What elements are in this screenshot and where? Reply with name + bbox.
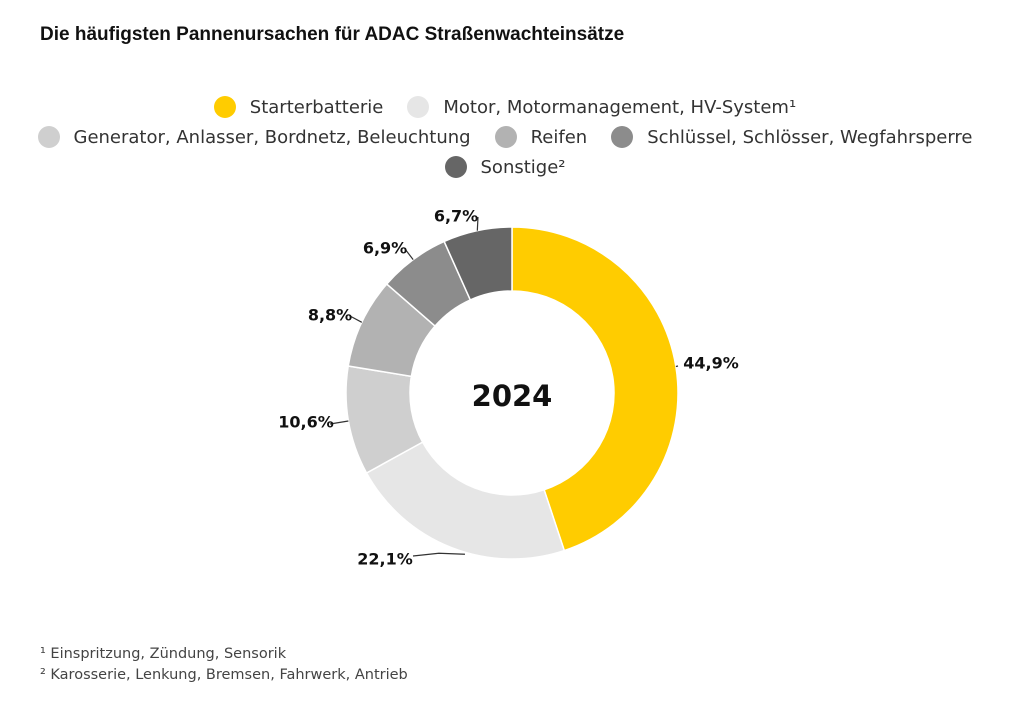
label-leader-lines: [329, 216, 679, 557]
leader-line-starterbatterie: [675, 365, 679, 368]
chart-legend: Starterbatterie Motor, Motormanagement, …: [0, 92, 1010, 182]
legend-swatch-sonstige: [444, 156, 467, 178]
legend-label-generator: Generator, Anlasser, Bordnetz, Beleuchtu…: [73, 126, 471, 148]
legend-item-generator: Generator, Anlasser, Bordnetz, Beleuchtu…: [37, 126, 471, 148]
legend-label-reifen: Reifen: [530, 126, 588, 148]
chart-title: Die häufigsten Pannenursachen für ADAC S…: [40, 24, 625, 45]
legend-row-1: Starterbatterie Motor, Motormanagement, …: [0, 92, 1010, 122]
legend-swatch-reifen: [494, 126, 517, 148]
legend-label-starterbatterie: Starterbatterie: [249, 96, 384, 118]
legend-item-sonstige: Sonstige²: [444, 156, 566, 178]
donut-slice-motor: [365, 441, 566, 560]
legend-label-motor: Motor, Motormanagement, HV-System¹: [443, 96, 797, 118]
donut-slice-starterbatterie: [511, 226, 679, 552]
center-year-label: 2024: [472, 379, 553, 413]
legend-swatch-generator: [37, 126, 60, 148]
legend-swatch-schluessel: [611, 126, 634, 148]
leader-line-generator: [329, 420, 349, 425]
value-label-motor: 22,1%: [357, 550, 413, 569]
value-label-starterbatterie: 44,9%: [683, 354, 739, 373]
leader-line-schluessel: [404, 248, 414, 260]
legend-label-sonstige: Sonstige²: [480, 156, 566, 178]
legend-swatch-motor: [407, 96, 430, 118]
footnote-2: ² Karosserie, Lenkung, Bremsen, Fahrwerk…: [40, 667, 408, 683]
legend-item-schluessel: Schlüssel, Schlösser, Wegfahrsperre: [611, 126, 972, 148]
footnote-1: ¹ Einspritzung, Zündung, Sensorik: [40, 646, 287, 662]
leader-line-sonstige: [476, 216, 479, 231]
value-label-schluessel: 6,9%: [363, 239, 407, 258]
value-label-reifen: 8,8%: [308, 306, 352, 325]
legend-label-schluessel: Schlüssel, Schlösser, Wegfahrsperre: [647, 126, 973, 148]
legend-item-reifen: Reifen: [494, 126, 588, 148]
legend-row-2: Generator, Anlasser, Bordnetz, Beleuchtu…: [0, 122, 1010, 152]
legend-item-motor: Motor, Motormanagement, HV-System¹: [407, 96, 796, 118]
leader-line-reifen: [349, 315, 363, 323]
legend-row-3: Sonstige²: [0, 152, 1010, 182]
value-label-generator: 10,6%: [278, 413, 334, 432]
donut-slices: [345, 226, 679, 560]
footnotes: ¹ Einspritzung, Zündung, Sensorik ² Karo…: [40, 644, 408, 686]
slice-value-labels: 44,9% 22,1% 10,6% 8,8% 6,9% 6,7%: [278, 207, 739, 569]
legend-swatch-starterbatterie: [213, 96, 236, 118]
donut-slice-sonstige: [443, 226, 513, 301]
legend-item-starterbatterie: Starterbatterie: [213, 96, 384, 118]
value-label-sonstige: 6,7%: [434, 207, 478, 226]
leader-line-motor: [412, 552, 465, 557]
